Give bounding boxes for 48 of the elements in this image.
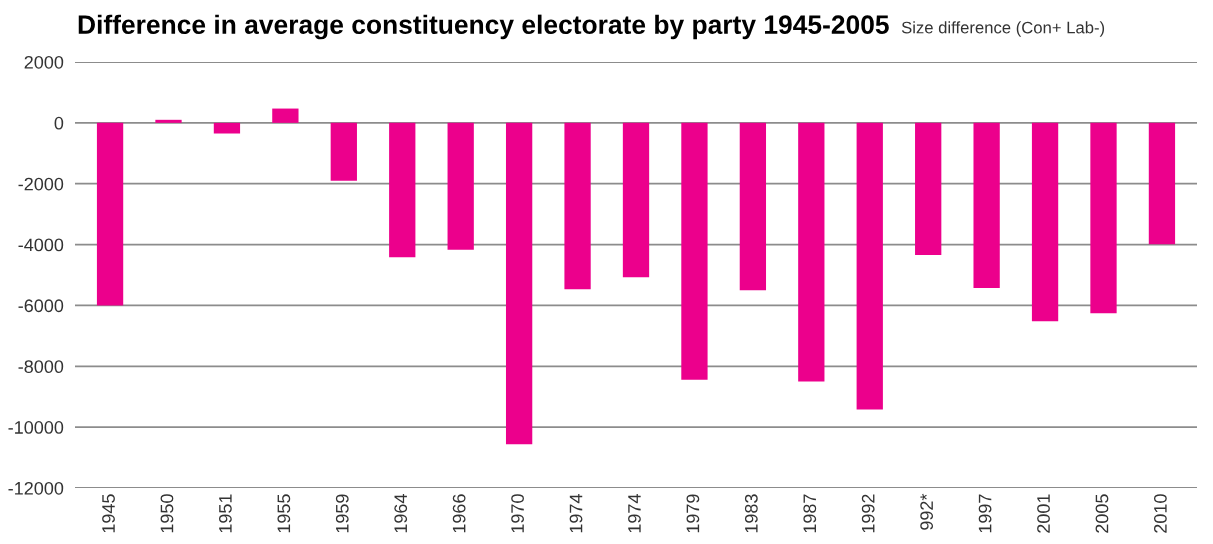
y-tick-label: 0 (54, 116, 64, 130)
bar (1031, 122, 1059, 322)
y-tick-label: 2000 (24, 55, 64, 69)
chart-subtitle: Size difference (Con+ Lab-) (901, 21, 1105, 37)
x-tick-label: 1974 (569, 494, 583, 533)
x-tick-label: 1951 (219, 494, 232, 533)
x-tick-label: 1950 (160, 494, 174, 533)
x-tick-label: 1970 (511, 494, 524, 533)
bar (505, 122, 533, 445)
bar (447, 122, 474, 250)
x-tick-label: 1974 (628, 494, 641, 533)
y-tick-label: -12000 (8, 481, 64, 495)
x-tick-label: 1966 (452, 494, 466, 533)
bar (739, 122, 767, 291)
bar (272, 108, 299, 123)
x-tick-label: 1983 (744, 494, 758, 533)
y-tick-label: -4000 (18, 238, 64, 252)
x-tick-label: 2001 (1037, 494, 1050, 533)
x-tick-label: 1997 (978, 494, 992, 533)
x-tick-label: 1945 (102, 494, 115, 533)
x-tick-label: 1959 (335, 494, 349, 533)
x-tick-label: 1987 (803, 494, 817, 533)
bar (1090, 122, 1117, 314)
y-tick-label: -2000 (18, 177, 64, 191)
bar (915, 122, 942, 255)
x-tick-label: 1979 (686, 494, 700, 533)
bar (564, 122, 591, 290)
x-tick-label: 1964 (394, 494, 408, 533)
x-tick-label: 1955 (277, 494, 291, 533)
y-tick-label: -6000 (18, 299, 64, 313)
bar (973, 122, 1000, 289)
x-tick-label: 2010 (1154, 494, 1167, 533)
bar (213, 122, 241, 134)
bar (856, 122, 883, 410)
y-tick-label: -10000 (8, 421, 64, 434)
x-tick-label: 1992 (861, 494, 875, 533)
bar (622, 122, 650, 278)
x-tick-label: 2005 (1095, 494, 1109, 533)
bar (330, 122, 357, 181)
bar (798, 122, 825, 382)
y-tick-label: -8000 (18, 360, 64, 374)
bar (155, 119, 182, 123)
chart-title: Difference in average constituency electorate by party 1945-2005 (78, 14, 889, 40)
bar (96, 122, 124, 306)
bar (681, 122, 708, 380)
bar (389, 122, 416, 258)
bar (1148, 122, 1176, 245)
x-tick-label: 992* (920, 493, 934, 530)
